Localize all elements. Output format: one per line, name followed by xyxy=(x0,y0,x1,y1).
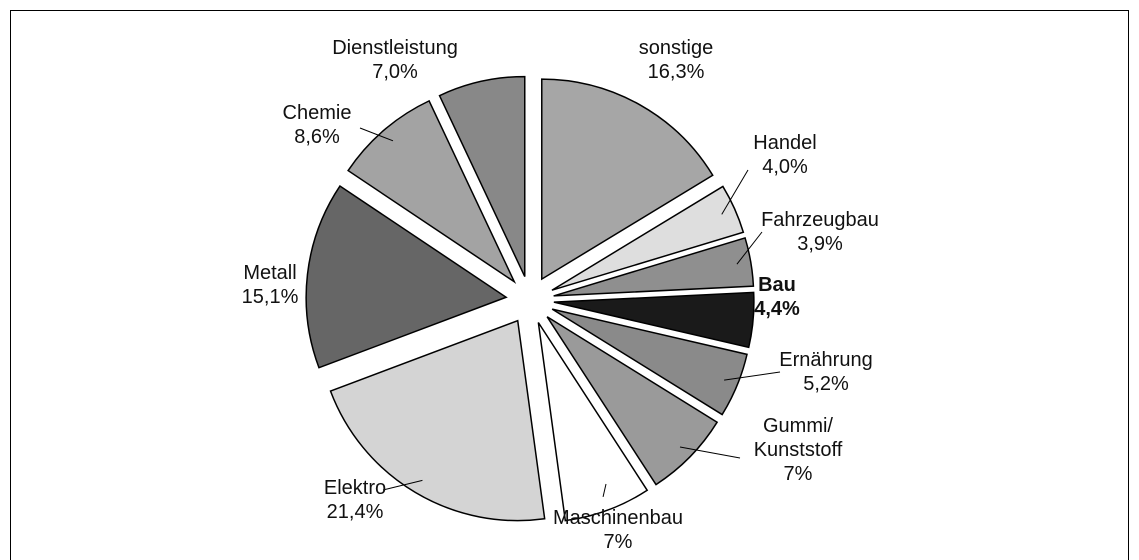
leader-line xyxy=(724,371,781,381)
slice-label: Chemie 8,6% xyxy=(283,101,352,149)
pie-slice xyxy=(553,237,755,297)
value-label: 7% xyxy=(603,531,633,553)
slice-label: Bau 4,4% xyxy=(754,273,800,321)
pie-slice xyxy=(438,75,526,277)
pie-slice xyxy=(305,184,508,369)
pie-slice xyxy=(541,78,714,281)
category-label: Ernährung xyxy=(779,349,873,371)
value-label: 4,4% xyxy=(754,298,800,320)
value-label: 4,0% xyxy=(762,156,808,178)
pie-slice xyxy=(329,319,546,522)
category-label: Dienstleistung xyxy=(332,37,458,59)
value-label: 15,1% xyxy=(241,286,299,308)
value-label: 8,6% xyxy=(294,126,340,148)
slice-label: Handel 4,0% xyxy=(753,131,816,179)
category-label: Maschinenbau xyxy=(552,507,684,529)
category-label: Fahrzeugbau xyxy=(761,209,879,231)
slice-label: Metall 15,1% xyxy=(242,261,299,309)
value-label: 7,0% xyxy=(372,61,418,83)
slice-label: sonstige 16,3% xyxy=(639,36,714,84)
leader-line xyxy=(679,446,741,459)
leader-line xyxy=(736,231,763,265)
category-label: Chemie xyxy=(282,102,352,124)
pie-slice xyxy=(551,185,745,291)
leader-line xyxy=(602,483,607,497)
pie-slice xyxy=(537,322,649,522)
category-label: Metall xyxy=(243,262,297,284)
pie-slice xyxy=(553,291,755,349)
slice-label: Fahrzeugbau 3,9% xyxy=(761,208,879,256)
slice-label: Elektro 21,4% xyxy=(324,476,386,524)
category-label: Handel xyxy=(753,132,817,154)
pie-slice xyxy=(347,99,517,284)
value-label: 21,4% xyxy=(326,501,384,523)
category-label: Gummi/ Kunststoff xyxy=(753,415,843,461)
category-label: Bau xyxy=(758,274,796,296)
category-label: sonstige xyxy=(638,37,714,59)
value-label: 5,2% xyxy=(803,373,849,395)
leader-line xyxy=(359,127,394,142)
value-label: 3,9% xyxy=(797,233,843,255)
category-label: Elektro xyxy=(323,477,387,499)
slice-label: Ernährung 5,2% xyxy=(779,348,872,396)
frame xyxy=(10,10,1129,560)
leader-line xyxy=(721,169,749,215)
value-label: 16,3% xyxy=(647,61,705,83)
slice-label: Dienstleistung 7,0% xyxy=(332,36,458,84)
value-label: 7% xyxy=(783,463,813,485)
leader-line xyxy=(382,479,423,491)
pie-slice xyxy=(551,308,748,416)
pie-slice xyxy=(546,316,719,486)
slice-label: Maschinenbau 7% xyxy=(553,506,683,554)
slice-label: Gummi/ Kunststoff 7% xyxy=(754,414,843,486)
